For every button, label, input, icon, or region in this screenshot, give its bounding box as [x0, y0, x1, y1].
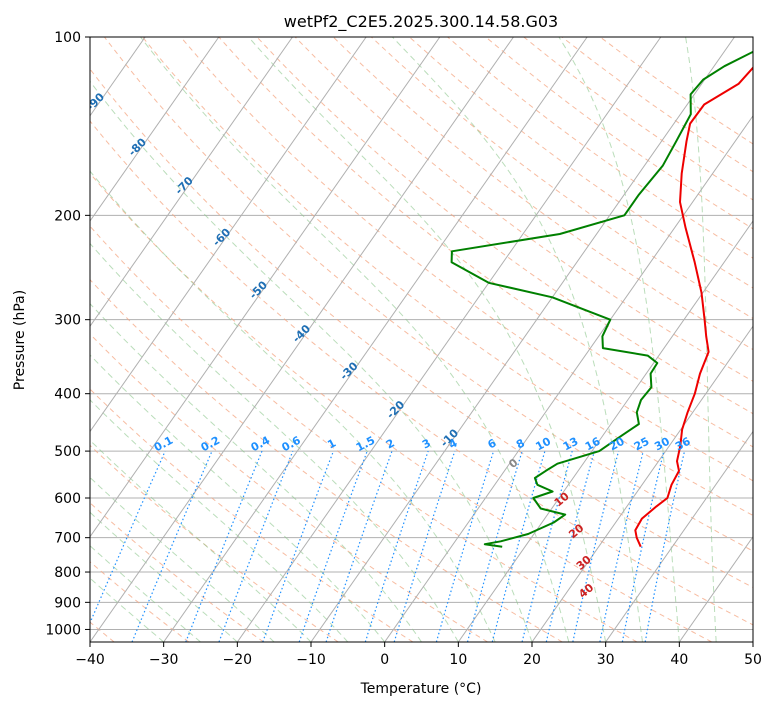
moist-adiabat-line: [558, 37, 680, 642]
y-axis: 100 200 300 400 500 600 700 800 900 1000: [45, 30, 90, 638]
dry-adiabat-line: [90, 120, 753, 626]
dry-adiabat-line: [256, 37, 753, 415]
mixing-ratio-line: [545, 450, 595, 642]
dry-adiabat-line: [104, 37, 753, 552]
y-tick-label: 700: [54, 531, 81, 547]
dry-adiabat-line: [294, 37, 753, 382]
isotherm-line: [236, 37, 662, 642]
y-axis-title: Pressure (hPa): [12, 290, 28, 390]
mixing-ratio-line: [521, 450, 573, 642]
dry-adiabat-line: [90, 278, 563, 642]
x-tick-label: −10: [296, 652, 326, 668]
mixing-ratio-line: [466, 450, 523, 642]
mixing-ratio-label: 36: [673, 435, 693, 454]
mixing-ratio-line: [393, 450, 456, 642]
mixing-ratio-line: [90, 450, 166, 625]
isotherm-line: [90, 37, 293, 328]
mixing-ratio-lines: [90, 450, 686, 642]
isotherm-line: [531, 325, 753, 642]
isotherm-line: [384, 114, 753, 642]
moist-adiabat-line: [90, 511, 238, 642]
dry-adiabat-line: [90, 225, 638, 642]
isotherm-line: [678, 535, 753, 642]
mixing-ratio-label: 20: [607, 435, 627, 454]
mixing-ratio-line: [262, 450, 334, 642]
moist-adiabat-line: [392, 37, 643, 642]
y-tick-label: 1000: [45, 622, 81, 638]
moist-adiabat-line: [90, 545, 201, 642]
mixing-ratio-label: 16: [583, 435, 603, 454]
mixing-ratio-line: [572, 450, 620, 642]
x-tick-label: 50: [744, 652, 762, 668]
isotherm-line: [90, 37, 220, 222]
y-tick-label: 900: [54, 595, 81, 611]
mixing-ratio-label: 25: [632, 435, 652, 454]
x-axis: −40 −30 −20 −10 0 10 20 30 40 50: [75, 642, 762, 668]
isotherm-line: [457, 220, 753, 642]
moist-adiabat-line: [90, 170, 496, 642]
x-tick-label: 30: [597, 652, 615, 668]
mixing-ratio-label: 30: [652, 435, 672, 454]
mixing-ratio-line: [491, 450, 546, 642]
mixing-ratio-line: [599, 450, 644, 642]
y-tick-label: 400: [54, 387, 81, 403]
x-tick-label: −20: [223, 652, 253, 668]
x-tick-label: 10: [449, 652, 467, 668]
isotherm-line: [163, 37, 588, 642]
moist-adiabat-line: [90, 354, 386, 642]
temperature-profile-line: [634, 66, 753, 548]
mixing-ratio-line: [185, 450, 263, 642]
x-tick-label: 0: [380, 652, 389, 668]
y-tick-label: 800: [54, 565, 81, 581]
moist-adiabat-line: [90, 476, 275, 642]
y-tick-label: 200: [54, 208, 81, 224]
plot-frame: [89, 36, 754, 643]
mixing-ratio-label: 10: [533, 435, 553, 454]
mixing-ratio-line: [325, 450, 393, 642]
moist-adiabat-line: [90, 577, 165, 642]
isotherm-grid: [90, 37, 753, 642]
mixing-ratio-line: [435, 450, 495, 642]
mixing-ratio-label: 13: [561, 435, 581, 454]
moist-adiabat-line: [140, 37, 570, 642]
moist-adiabat-line: [248, 37, 607, 642]
isotherm-line: [90, 37, 441, 538]
profile-series: [450, 50, 753, 548]
x-tick-label: 20: [523, 652, 541, 668]
moist-adiabat-line: [90, 242, 459, 642]
dry-adiabat-line: [370, 37, 753, 320]
y-tick-label: 500: [54, 444, 81, 460]
mixing-ratio-line: [298, 450, 368, 642]
isotherm-line: [90, 37, 367, 433]
dry-adiabat-line: [180, 37, 753, 482]
x-axis-title: Temperature (°C): [360, 681, 482, 697]
chart-title: wetPf2_C2E5.2025.300.14.58.G03: [284, 12, 558, 32]
y-tick-label: 600: [54, 491, 81, 507]
isobar-grid: [90, 37, 753, 630]
isotherm-line: [90, 37, 514, 642]
x-tick-label: −40: [75, 652, 105, 668]
mixing-ratio-line: [218, 450, 294, 642]
moist-adiabat-line: [685, 37, 717, 642]
isotherm-line: [605, 430, 753, 642]
dry-adiabat-line: [90, 333, 488, 642]
x-tick-label: −30: [149, 652, 179, 668]
x-tick-label: 40: [670, 652, 688, 668]
y-tick-label: 300: [54, 313, 81, 329]
dry-adiabat-line: [142, 37, 753, 517]
y-tick-label: 100: [54, 30, 81, 46]
isotherm-line: [310, 37, 735, 642]
moist-adiabat-line: [90, 80, 533, 642]
dewpoint-profile-line: [450, 50, 753, 548]
mixing-ratio-line: [364, 450, 429, 642]
dry-adiabat-line: [90, 68, 753, 589]
moist-adiabat-line: [90, 302, 422, 642]
plot-area: -100-90-80-70-60-50-40-30-20-10 0.10.20.…: [90, 37, 753, 642]
mixing-ratio-line: [131, 450, 213, 642]
